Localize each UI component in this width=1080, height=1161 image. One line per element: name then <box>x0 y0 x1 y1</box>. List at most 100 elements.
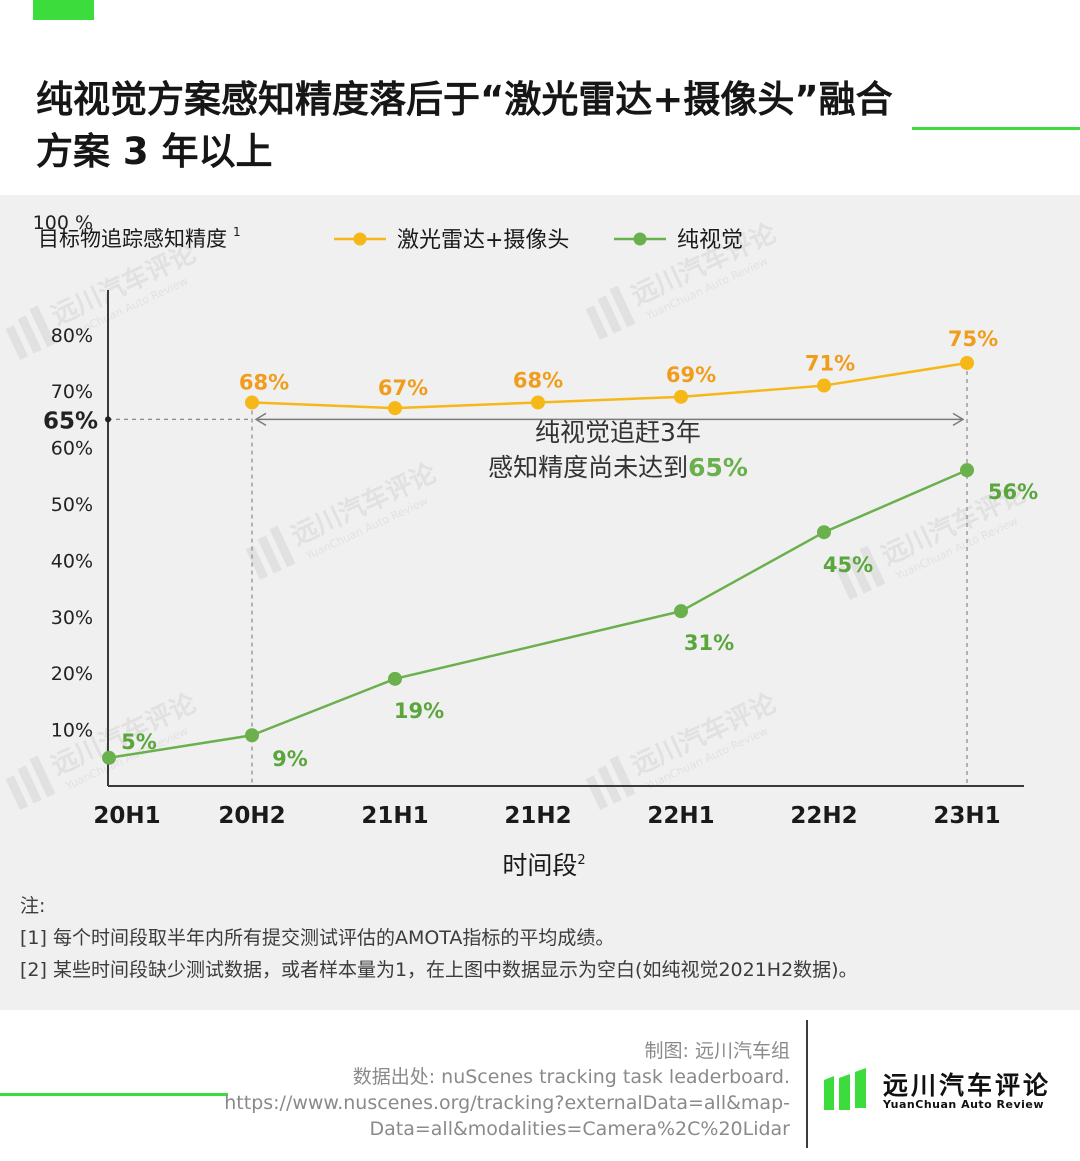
watermark-bar <box>17 315 42 354</box>
legend-label: 激光雷达+摄像头 <box>397 228 569 253</box>
series-line <box>251 361 968 410</box>
data-point <box>245 395 259 410</box>
reference-dot <box>105 416 111 423</box>
data-source: 数据出处: nuScenes tracking task leaderboard… <box>352 1066 790 1088</box>
x-tick-label: 20H1 <box>93 803 160 829</box>
legend: 激光雷达+摄像头 纯视觉 <box>334 228 743 253</box>
y-tick-label: 10% <box>51 720 93 742</box>
brand-logo: 远川汽车评论 YuanChuan Auto Review <box>823 1064 1073 1124</box>
watermark-bar <box>847 555 872 594</box>
watermark-bar <box>5 775 29 810</box>
y-axis-label: 目标物追踪感知精度 1 <box>38 225 241 251</box>
watermark-bar <box>835 565 859 600</box>
y-ticks: 100 % 80% 70% 60% 50% 40% 30% 20% 10% <box>33 212 93 742</box>
chart-panel <box>0 195 1080 1010</box>
reference-label: 65% <box>43 408 98 434</box>
series-0: 68% 67% 68% 69% 71% 75% <box>239 327 998 416</box>
data-point <box>388 401 402 416</box>
data-label: 68% <box>513 368 563 392</box>
x-tick-label: 23H1 <box>933 803 1000 829</box>
watermark-bar <box>585 305 609 340</box>
data-label: 71% <box>805 352 855 376</box>
data-label: 68% <box>239 370 289 394</box>
x-tick-label: 20H2 <box>218 803 285 829</box>
x-ticks: 20H1 20H2 21H1 21H2 22H1 22H2 23H1 <box>93 803 1000 829</box>
data-point <box>960 356 974 370</box>
x-axis-label: 时间段2 <box>502 851 585 880</box>
y-tick-label: 60% <box>51 438 93 460</box>
notes-heading: 注: <box>20 895 46 917</box>
gap-arrow-right-head <box>952 412 965 427</box>
source-url-line1[interactable]: https://www.nuscenes.org/tracking?extern… <box>224 1092 790 1114</box>
note-item-1: [1] 每个时间段取半年内所有提交测试评估的AMOTA指标的平均成绩。 <box>20 927 615 949</box>
data-point <box>245 728 259 743</box>
credits: 制图: 远川汽车组 数据出处: nuScenes tracking task l… <box>224 1038 790 1142</box>
annotation-line2: 感知精度尚未达到65% <box>488 453 748 482</box>
watermark-bar <box>29 755 56 798</box>
data-label: 67% <box>378 376 428 400</box>
watermark-bar <box>585 775 609 810</box>
watermark-bar <box>245 545 269 580</box>
data-label: 45% <box>823 553 873 577</box>
data-point <box>817 378 831 393</box>
x-tick-label: 21H1 <box>361 803 428 829</box>
y-tick-label: 20% <box>51 663 93 685</box>
y-tick-label: 70% <box>51 381 93 403</box>
data-point <box>674 604 688 619</box>
watermark-bar <box>5 325 29 360</box>
watermark-bar <box>859 545 886 588</box>
x-tick-label: 22H1 <box>647 803 714 829</box>
chart-title: 纯视觉方案感知精度落后于“激光雷达+摄像头”融合方案 3 年以上 <box>36 78 893 173</box>
watermark-bar <box>29 305 56 348</box>
series-1: 5% 9% 19% 31% 45% 56% <box>102 463 1038 771</box>
title-accent-rule <box>912 127 1080 130</box>
gap-arrow-left-head <box>254 412 267 427</box>
y-tick-label: 40% <box>51 550 93 572</box>
top-accent-bar <box>33 0 94 20</box>
chart-credit: 制图: 远川汽车组 <box>644 1040 790 1062</box>
data-point <box>674 389 688 404</box>
series-line <box>108 469 968 760</box>
footer-divider <box>806 1020 808 1148</box>
data-label: 75% <box>948 327 998 351</box>
y-tick-label: 30% <box>51 607 93 629</box>
x-tick-label: 22H2 <box>790 803 857 829</box>
data-label: 69% <box>666 363 716 387</box>
watermark-bar <box>17 765 42 804</box>
y-tick-label: 80% <box>51 325 93 347</box>
series-layer: 68% 67% 68% 69% 71% 75% 5% 9% 19% 31% 45% 56% <box>102 327 1038 771</box>
note-item-2: [2] 某些时间段缺少测试数据，或者样本量为1，在上图中数据显示为空白(如纯视觉… <box>20 959 858 981</box>
legend-marker <box>353 232 367 246</box>
annotation-line1: 纯视觉追赶3年 <box>535 418 701 447</box>
logo-mark-icon <box>824 1068 866 1110</box>
data-label: 9% <box>272 747 308 771</box>
watermark-bar <box>609 285 636 328</box>
footer-accent-rule <box>0 1093 228 1096</box>
legend-label: 纯视觉 <box>677 228 743 253</box>
data-point <box>388 671 402 686</box>
watermark-bar <box>597 295 622 334</box>
source-url-line2[interactable]: Data=all&modalities=Camera%2C%20Lidar <box>369 1118 790 1140</box>
legend-marker <box>633 232 647 246</box>
logo-text-cn: 远川汽车评论 <box>883 1071 1052 1100</box>
y-tick-label: 50% <box>51 494 93 516</box>
data-label: 31% <box>684 631 734 655</box>
data-label: 56% <box>988 480 1038 504</box>
reference-lines: 65% <box>43 363 968 786</box>
x-tick-label: 21H2 <box>504 803 571 829</box>
watermark-bar <box>597 765 622 804</box>
watermark-bar <box>269 525 296 568</box>
footer: 制图: 远川汽车组 数据出处: nuScenes tracking task l… <box>0 1010 1080 1161</box>
data-point <box>102 750 116 765</box>
data-point <box>960 463 974 478</box>
data-label: 5% <box>121 730 157 754</box>
data-point <box>817 525 831 540</box>
notes: 注: [1] 每个时间段取半年内所有提交测试评估的AMOTA指标的平均成绩。 [… <box>20 890 858 986</box>
data-label: 19% <box>394 699 444 723</box>
